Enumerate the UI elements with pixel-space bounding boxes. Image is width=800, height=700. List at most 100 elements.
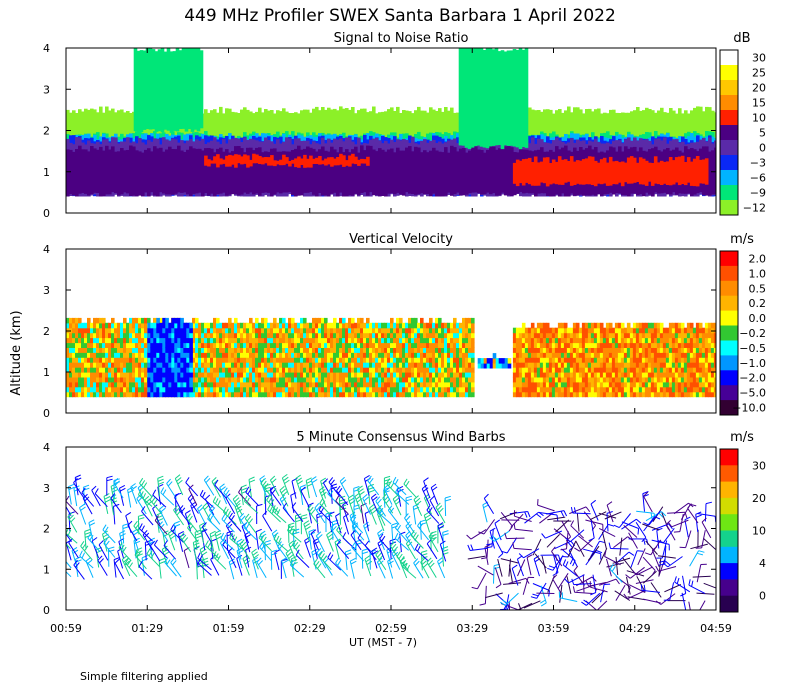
velocity-cell [518, 367, 523, 373]
velocity-cell [273, 342, 277, 348]
velocity-cell [378, 342, 382, 348]
velocity-cell [545, 347, 550, 353]
velocity-cell [548, 381, 553, 388]
velocity-cell [225, 342, 229, 348]
velocity-cell [521, 381, 526, 388]
velocity-cell [225, 357, 229, 363]
velocity-cell [204, 386, 208, 393]
velocity-cell [384, 367, 388, 373]
velocity-cell [282, 367, 286, 373]
velocity-cell [81, 332, 85, 339]
velocity-cell [581, 376, 586, 383]
velocity-cell [360, 337, 364, 344]
velocity-cell [527, 332, 532, 339]
velocity-cell [324, 376, 328, 383]
velocity-cell [698, 337, 703, 344]
velocity-cell [81, 357, 85, 363]
velocity-cell [468, 376, 472, 383]
velocity-cell [258, 372, 262, 378]
velocity-cell [285, 352, 289, 358]
velocity-cell [641, 332, 646, 339]
velocity-cell [69, 372, 73, 378]
velocity-cell [480, 363, 485, 369]
velocity-cell [584, 347, 589, 353]
velocity-cell [375, 337, 379, 344]
velocity-cell [390, 327, 394, 334]
velocity-cell [186, 332, 190, 339]
velocity-cell [396, 342, 400, 348]
velocity-cell [417, 332, 421, 339]
velocity-cell [153, 381, 157, 388]
velocity-cell [270, 322, 274, 329]
velocity-cell [390, 357, 394, 363]
velocity-cell [378, 362, 382, 368]
velocity-cell [195, 317, 199, 324]
velocity-cell [207, 347, 211, 353]
velocity-cell [114, 337, 118, 344]
snr-cell [264, 157, 268, 164]
velocity-cell [674, 322, 679, 329]
velocity-cell [249, 352, 253, 358]
velocity-cell [174, 337, 178, 344]
velocity-cell [521, 342, 526, 348]
velocity-cell [177, 357, 181, 363]
velocity-cell [99, 327, 103, 334]
velocity-cell [477, 358, 482, 364]
velocity-cell [432, 372, 436, 378]
velocity-cell [147, 322, 151, 329]
velocity-cell [417, 352, 421, 358]
velocity-cell [249, 347, 253, 353]
velocity-cell [462, 352, 466, 358]
velocity-cell [366, 381, 370, 388]
velocity-cell [369, 327, 373, 334]
velocity-cell [521, 322, 526, 329]
velocity-cell [294, 376, 298, 383]
velocity-cell [129, 367, 133, 373]
velocity-cell [554, 357, 559, 363]
velocity-cell [659, 352, 664, 358]
velocity-cell [554, 362, 559, 368]
velocity-cell [222, 352, 226, 358]
velocity-cell [246, 362, 250, 368]
colorbar-swatch [720, 65, 738, 81]
velocity-cell [620, 357, 625, 363]
velocity-cell [659, 386, 664, 393]
velocity-cell [180, 317, 184, 324]
velocity-cell [189, 322, 193, 329]
velocity-cell [102, 342, 106, 348]
velocity-cell [240, 381, 244, 388]
velocity-cell [435, 381, 439, 388]
velocity-cell [93, 342, 97, 348]
snr-cell [178, 50, 183, 130]
velocity-cell [180, 337, 184, 344]
velocity-cell [372, 327, 376, 334]
snr-cell [282, 154, 286, 166]
snr-cell [369, 145, 373, 193]
velocity-cell [219, 322, 223, 329]
snr-cell [195, 148, 199, 194]
colorbar-unit: m/s [730, 232, 754, 247]
velocity-cell [231, 376, 235, 383]
velocity-cell [605, 376, 610, 383]
velocity-cell [518, 381, 523, 388]
velocity-cell [387, 391, 391, 398]
snr-cell [144, 149, 148, 193]
velocity-cell [366, 322, 370, 329]
velocity-cell [450, 367, 454, 373]
velocity-cell [659, 372, 664, 378]
velocity-cell [659, 327, 664, 334]
velocity-cell [306, 332, 310, 339]
velocity-cell [222, 337, 226, 344]
snr-cell [193, 48, 198, 130]
snr-cell [680, 155, 685, 184]
velocity-cell [300, 381, 304, 388]
snr-cell [482, 50, 487, 148]
velocity-cell [363, 362, 367, 368]
velocity-cell [126, 381, 130, 388]
velocity-cell [330, 386, 334, 393]
velocity-cell [135, 381, 139, 388]
snr-cell [462, 148, 466, 196]
velocity-cell [294, 337, 298, 344]
velocity-cell [204, 337, 208, 344]
velocity-cell [189, 342, 193, 348]
